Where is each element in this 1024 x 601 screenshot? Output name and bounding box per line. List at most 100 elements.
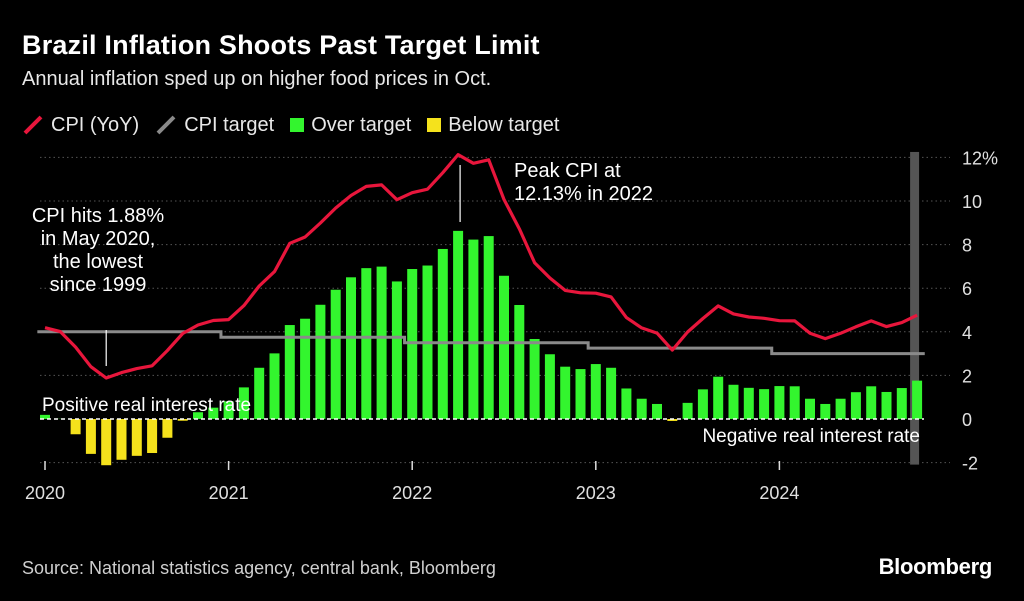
peak-annotation: Peak CPI at: [514, 160, 621, 182]
negative-real-rate-label: Negative real interest rate: [702, 426, 920, 447]
low-point-annotation: in May 2020,: [41, 228, 156, 250]
legend-label: Below target: [448, 113, 560, 136]
y-tick-label: 0: [962, 410, 972, 430]
bar-over-target: [820, 403, 831, 419]
legend-item-cpi: CPI (YoY): [22, 114, 139, 137]
low-point-annotation: since 1999: [50, 274, 147, 296]
legend-target-line-icon: [156, 115, 176, 135]
x-tick-label: 2023: [576, 483, 616, 503]
bar-over-target: [453, 230, 464, 419]
bar-below-target: [85, 419, 96, 454]
y-tick-label: 2: [962, 366, 972, 386]
bar-over-target: [40, 414, 50, 419]
bar-over-target: [728, 384, 739, 419]
latest-month-marker: [910, 151, 920, 465]
bar-below-target: [131, 419, 142, 456]
cpi-target-line: [37, 330, 925, 356]
bar-over-target: [361, 268, 372, 419]
positive-real-rate-label: Positive real interest rate: [42, 395, 251, 416]
legend-label: Over target: [311, 113, 412, 136]
bar-over-target: [805, 398, 815, 419]
x-tick-label: 2024: [759, 483, 799, 503]
bar-over-target: [590, 364, 601, 419]
x-tick-label: 2020: [25, 483, 65, 503]
bar-over-target: [254, 367, 265, 419]
annotations: CPI hits 1.88%in May 2020,the lowestsinc…: [32, 160, 920, 447]
bar-over-target: [789, 386, 800, 419]
bar-over-target: [284, 325, 295, 419]
bar-over-target: [483, 236, 494, 419]
x-tick-label: 2021: [209, 483, 249, 503]
bars: [40, 230, 923, 466]
bar-over-target: [697, 389, 708, 419]
cpi-line: [44, 153, 918, 380]
legend-item-target: CPI target: [155, 114, 274, 137]
low-point-annotation: CPI hits 1.88%: [32, 205, 165, 227]
bar-over-target: [912, 380, 923, 419]
gridlines: [40, 151, 950, 465]
bar-over-target: [238, 387, 249, 419]
bar-over-target: [636, 398, 647, 419]
legend-over-swatch-icon: [290, 118, 305, 132]
bar-over-target: [759, 389, 770, 419]
peak-annotation: 12.13% in 2022: [514, 183, 653, 205]
legend-label: CPI target: [184, 113, 275, 136]
bar-over-target: [835, 398, 846, 419]
lines: [37, 153, 925, 380]
bar-over-target: [223, 401, 234, 419]
y-tick-label: 10: [962, 192, 982, 212]
y-tick-label: 12%: [962, 148, 998, 168]
low-point-annotation: the lowest: [53, 251, 143, 273]
bar-over-target: [208, 407, 219, 419]
bar-over-target: [575, 369, 586, 419]
bar-below-target: [177, 419, 188, 421]
axes: -2 0 2 4 6 8 10 12% 2020 2021 2022 2023 2024: [25, 148, 998, 503]
chart-subtitle: Annual inflation sped up on higher food …: [22, 68, 492, 90]
bar-over-target: [713, 376, 724, 419]
chart-title: Brazil Inflation Shoots Past Target Limi…: [22, 30, 540, 60]
bar-over-target: [881, 391, 892, 419]
y-tick-label: 6: [962, 279, 972, 299]
bar-over-target: [621, 388, 632, 419]
legend-cpi-line-icon: [23, 115, 43, 135]
y-tick-label: 4: [962, 323, 972, 343]
bar-over-target: [300, 318, 311, 419]
bloomberg-logo: Bloomberg: [878, 554, 993, 579]
bar-over-target: [652, 403, 662, 419]
legend: CPI (YoY) CPI target Over target Below t…: [22, 112, 575, 138]
source-note: Source: National statistics agency, cent…: [22, 558, 496, 578]
bar-over-target: [468, 239, 479, 419]
bar-over-target: [330, 289, 341, 419]
bar-below-target: [116, 419, 127, 460]
bar-below-target: [667, 419, 678, 421]
bar-below-target: [70, 419, 81, 435]
bar-over-target: [437, 248, 448, 419]
bar-over-target: [544, 354, 555, 419]
bar-over-target: [499, 275, 509, 419]
bar-over-target: [193, 412, 203, 419]
bar-over-target: [269, 353, 280, 419]
legend-item-below: Below target: [427, 114, 559, 137]
y-tick-label: 8: [962, 236, 972, 256]
y-tick-label: -2: [962, 454, 978, 474]
bar-over-target: [391, 281, 402, 419]
bar-over-target: [850, 392, 861, 419]
bar-over-target: [514, 304, 525, 419]
legend-item-over: Over target: [290, 114, 411, 137]
bar-below-target: [147, 419, 158, 454]
bar-over-target: [315, 304, 326, 419]
bar-below-target: [101, 419, 112, 466]
bar-over-target: [529, 338, 540, 419]
bar-over-target: [896, 388, 907, 419]
bar-over-target: [376, 266, 387, 419]
bar-over-target: [682, 402, 693, 419]
x-tick-label: 2022: [392, 483, 432, 503]
legend-label: CPI (YoY): [51, 113, 140, 136]
bar-over-target: [606, 367, 617, 419]
bar-over-target: [560, 366, 571, 419]
bar-over-target: [774, 386, 785, 419]
bar-below-target: [162, 419, 173, 438]
legend-below-swatch-icon: [427, 118, 442, 132]
bar-over-target: [866, 386, 877, 419]
